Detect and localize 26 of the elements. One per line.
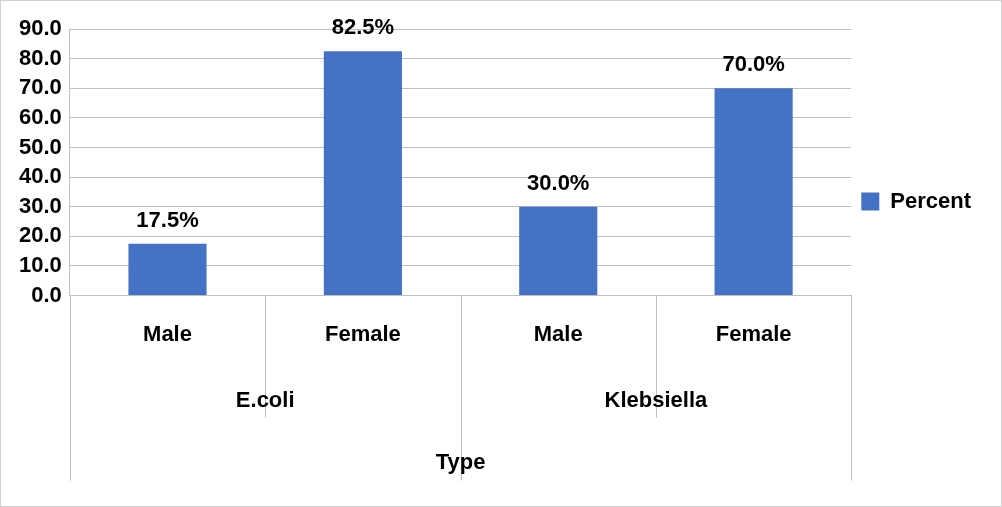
data-label: 17.5% — [136, 206, 199, 232]
x-axis-title: Type — [435, 448, 486, 474]
bar — [128, 243, 207, 296]
y-tick-label: 20.0 — [18, 222, 62, 248]
y-tick-label: 70.0 — [18, 74, 62, 100]
y-tick-label: 10.0 — [18, 252, 62, 278]
y-tick-label: 40.0 — [18, 163, 62, 189]
data-label: 30.0% — [527, 169, 590, 195]
bar — [519, 206, 598, 296]
y-tick-label: 90.0 — [18, 15, 62, 41]
x-tick-label: Female — [715, 320, 792, 346]
x-tick-label: Male — [533, 320, 583, 346]
x-tick-label: Male — [143, 320, 192, 346]
y-tick-label: 30.0 — [18, 192, 62, 218]
data-label: 70.0% — [722, 51, 785, 77]
bar — [323, 51, 402, 296]
y-tick-label: 60.0 — [18, 103, 62, 129]
y-tick-label: 0.0 — [31, 281, 62, 307]
bar — [714, 88, 793, 296]
y-tick-label: 50.0 — [18, 133, 62, 159]
x-tick-label: Female — [324, 320, 401, 346]
legend-label: Percent — [890, 187, 972, 213]
text: E.coli — [235, 386, 295, 412]
y-tick-label: 80.0 — [18, 44, 62, 70]
text: Klebsiella — [604, 386, 709, 412]
data-label: 82.5% — [331, 14, 395, 40]
